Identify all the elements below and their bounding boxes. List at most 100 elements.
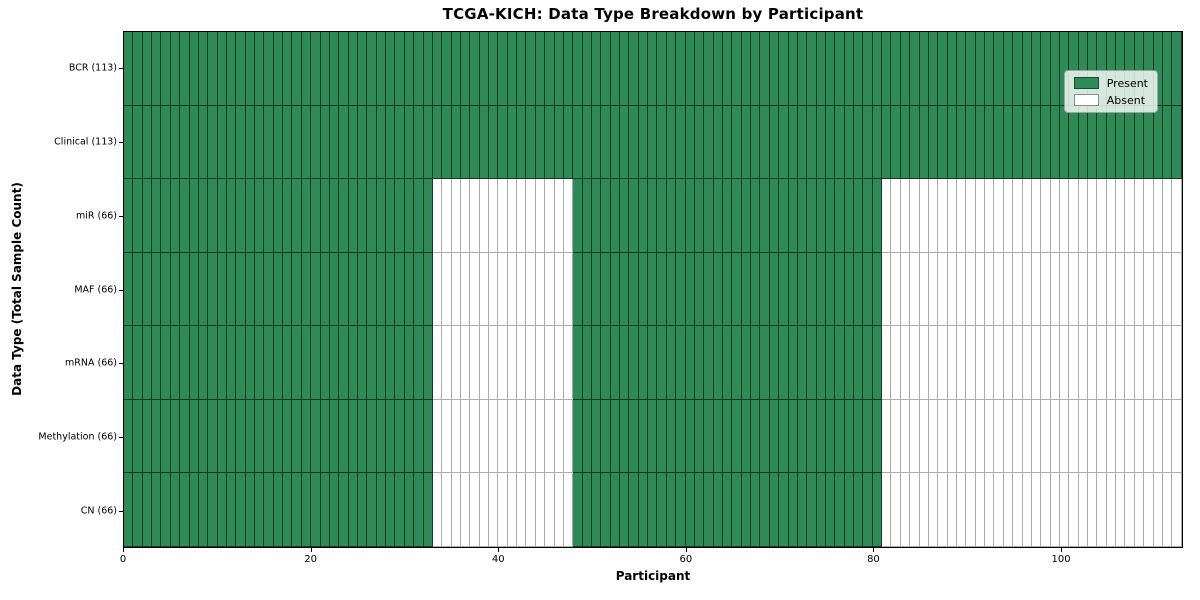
cell-present: [620, 399, 630, 474]
cell-absent: [545, 252, 555, 327]
legend: Present Absent: [1063, 70, 1158, 113]
cell-absent: [910, 179, 920, 253]
x-tick-mark: [498, 548, 500, 552]
cell-present: [844, 473, 855, 548]
cell-absent: [1144, 399, 1154, 474]
cell-present: [657, 399, 667, 474]
cell-present: [170, 473, 181, 548]
cell-present: [339, 326, 349, 400]
cell-present: [863, 399, 873, 474]
cell-present: [404, 32, 415, 106]
cell-absent: [442, 473, 452, 548]
cell-present: [1088, 105, 1098, 180]
cell-present: [152, 399, 162, 474]
cell-present: [423, 179, 433, 253]
cell-absent: [507, 179, 518, 253]
cell-absent: [535, 179, 546, 253]
cell-present: [648, 179, 658, 253]
cell-present: [1144, 105, 1154, 180]
cell-present: [320, 105, 330, 180]
cell-absent: [545, 326, 555, 400]
cell-present: [1078, 105, 1089, 180]
cell-present: [769, 473, 780, 548]
cell-present: [797, 105, 808, 180]
cell-present: [591, 473, 602, 548]
cell-present: [367, 179, 377, 253]
x-tick-label: 20: [304, 554, 317, 565]
cell-present: [283, 105, 293, 180]
cell-present: [423, 399, 433, 474]
cell-present: [395, 252, 405, 327]
cell-present: [685, 473, 695, 548]
cell-present: [648, 399, 658, 474]
cell-present: [208, 326, 218, 400]
cell-present: [610, 179, 621, 253]
cell-present: [226, 252, 237, 327]
cell-absent: [432, 399, 443, 474]
cell-absent: [517, 252, 527, 327]
cell-absent: [1106, 473, 1117, 548]
cell-present: [807, 179, 817, 253]
cell-present: [357, 326, 368, 400]
cell-present: [357, 179, 368, 253]
cell-absent: [563, 326, 574, 400]
cell-present: [751, 399, 761, 474]
cell-present: [357, 252, 368, 327]
cell-absent: [1116, 399, 1126, 474]
cell-absent: [1003, 179, 1014, 253]
cell-present: [133, 252, 143, 327]
cell-present: [264, 326, 274, 400]
cell-present: [414, 473, 424, 548]
cell-present: [395, 179, 405, 253]
cell-absent: [1162, 179, 1173, 253]
cell-present: [208, 399, 218, 474]
cell-absent: [947, 179, 957, 253]
cell-present: [620, 32, 630, 106]
cell-present: [582, 105, 592, 180]
cell-absent: [1144, 473, 1154, 548]
cell-present: [414, 252, 424, 327]
cell-present: [339, 473, 349, 548]
cell-present: [273, 32, 284, 106]
cell-present: [807, 32, 817, 106]
y-tick-mark: [119, 67, 123, 69]
cell-present: [526, 105, 536, 180]
cell-absent: [1022, 473, 1032, 548]
cell-present: [236, 399, 246, 474]
cell-present: [395, 399, 405, 474]
cell-absent: [1144, 179, 1154, 253]
x-tick-label: 60: [679, 554, 693, 565]
cell-absent: [882, 399, 892, 474]
cell-present: [339, 32, 349, 106]
y-tick-mark: [119, 215, 123, 217]
cell-present: [704, 252, 714, 327]
cell-present: [311, 326, 321, 400]
cell-present: [236, 473, 246, 548]
cell-present: [741, 32, 752, 106]
cell-present: [357, 105, 368, 180]
cell-present: [1069, 105, 1079, 180]
cell-absent: [498, 326, 508, 400]
cell-present: [133, 399, 143, 474]
cell-absent: [985, 473, 995, 548]
cell-present: [170, 326, 181, 400]
heatmap-row-CN: [124, 473, 1182, 548]
cell-present: [620, 179, 630, 253]
cell-present: [245, 473, 256, 548]
y-tick-label-miR: miR (66): [75, 210, 117, 222]
x-tick-label: 80: [867, 554, 880, 565]
cell-absent: [1116, 179, 1126, 253]
cell-absent: [1013, 399, 1023, 474]
cell-present: [217, 399, 227, 474]
cell-absent: [994, 252, 1004, 327]
cell-absent: [994, 326, 1004, 400]
cell-present: [498, 105, 508, 180]
cell-present: [320, 473, 330, 548]
cell-present: [339, 252, 349, 327]
cell-present: [460, 32, 471, 106]
heatmap-row-Clinical: [124, 105, 1182, 180]
cell-present: [844, 32, 855, 106]
cell-present: [704, 473, 714, 548]
cell-absent: [1153, 252, 1163, 327]
cell-present: [732, 105, 742, 180]
